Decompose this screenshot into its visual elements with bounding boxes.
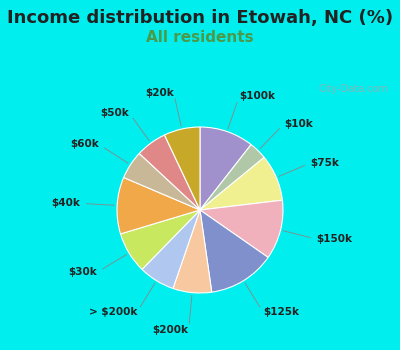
Text: $20k: $20k — [145, 88, 174, 98]
Wedge shape — [200, 200, 283, 257]
Text: > $200k: > $200k — [88, 307, 137, 317]
Wedge shape — [124, 153, 200, 210]
Text: City-Data.com: City-Data.com — [318, 84, 388, 94]
Wedge shape — [200, 210, 268, 292]
Text: $100k: $100k — [239, 91, 275, 101]
Text: $50k: $50k — [100, 108, 129, 118]
Text: $200k: $200k — [153, 325, 189, 335]
Text: $150k: $150k — [317, 234, 353, 244]
Wedge shape — [200, 158, 282, 210]
Text: $30k: $30k — [68, 267, 97, 277]
Wedge shape — [139, 135, 200, 210]
Text: All residents: All residents — [146, 30, 254, 45]
Text: $125k: $125k — [263, 307, 299, 317]
Text: $40k: $40k — [51, 198, 80, 208]
Wedge shape — [164, 127, 200, 210]
Wedge shape — [120, 210, 200, 270]
Wedge shape — [173, 210, 212, 293]
Wedge shape — [200, 127, 251, 210]
Text: $10k: $10k — [284, 119, 313, 129]
Text: $60k: $60k — [70, 140, 99, 149]
Text: $75k: $75k — [311, 158, 340, 168]
Wedge shape — [142, 210, 200, 288]
Text: Income distribution in Etowah, NC (%): Income distribution in Etowah, NC (%) — [7, 9, 393, 27]
Wedge shape — [200, 145, 264, 210]
Wedge shape — [117, 177, 200, 234]
